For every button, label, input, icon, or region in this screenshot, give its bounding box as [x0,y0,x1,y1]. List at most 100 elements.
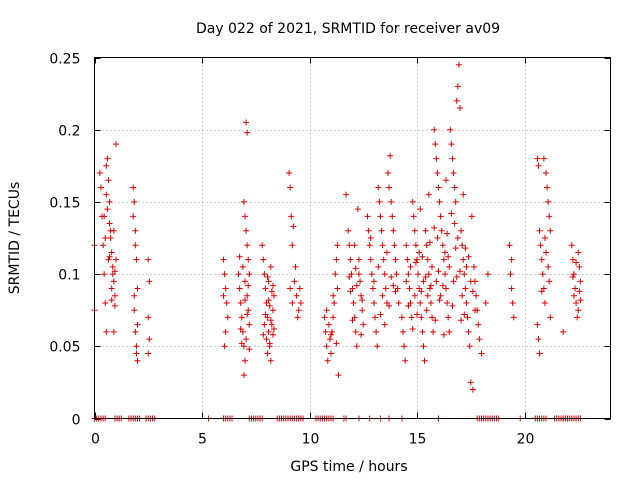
data-point [535,162,542,169]
data-point [246,321,253,328]
data-point [105,256,112,263]
data-point [358,292,365,299]
data-point [237,299,244,306]
data-point [452,245,459,252]
plot-frame [94,57,611,419]
data-point [432,141,439,148]
data-point [438,227,445,234]
data-point [242,278,248,285]
data-point [574,314,581,321]
data-point [380,256,387,263]
data-point [545,263,552,270]
data-point [134,357,141,364]
data-point [294,314,301,321]
data-point [575,249,582,256]
data-point [359,297,366,304]
data-point [364,213,371,220]
data-point [107,235,114,241]
data-point [538,256,545,263]
data-point [325,321,332,328]
data-point [411,292,418,299]
data-point [101,271,108,278]
data-point [458,227,465,234]
data-point [403,242,410,249]
data-point [465,253,472,260]
data-point [570,271,577,278]
data-point [395,299,402,306]
data-point [412,259,419,266]
data-point [102,235,109,241]
data-point [372,314,379,321]
x-tick-label: 10 [302,432,320,448]
data-point [289,242,296,249]
data-point [381,271,388,278]
data-point [568,242,575,249]
data-point [423,242,430,249]
data-point [398,314,405,321]
data-point [466,343,473,350]
data-point [432,317,439,324]
data-point [467,379,474,386]
data-point [460,256,467,263]
data-point [443,177,450,184]
data-point [470,263,477,270]
data-point [379,242,386,249]
data-point [242,213,248,220]
data-point [436,198,443,205]
data-point [240,372,247,379]
x-tick-label: 5 [198,432,207,448]
data-point [419,328,426,335]
data-point [347,256,354,263]
data-point [543,249,549,256]
data-point [345,227,352,234]
data-point [411,227,418,234]
y-tick-label: 0.2 [58,124,80,140]
data-point [104,155,111,162]
data-point [292,263,299,270]
data-point [106,253,113,260]
data-point [445,253,452,260]
data-point [388,198,395,205]
data-point [108,285,115,292]
data-point [464,314,471,321]
data-point [375,184,382,191]
data-point [332,271,339,278]
data-point [406,285,413,292]
data-point [434,235,441,241]
axis-tick-labels: 0 5 10 15 20 0 0.05 0.1 0.15 0.2 0.25 [49,52,534,448]
data-point [459,242,466,249]
data-point [244,242,251,249]
data-point [576,263,583,270]
data-point [334,242,341,249]
data-point [447,126,454,133]
data-point [360,321,367,328]
chart-title: Day 022 of 2021, SRMTID for receiver av0… [196,21,500,37]
data-point [261,321,268,328]
data-point [260,331,267,338]
data-point [426,285,433,292]
data-point [445,314,452,321]
data-point [441,249,448,256]
data-point [269,307,276,314]
data-point [540,155,547,162]
data-point [355,256,362,263]
data-point [133,256,140,263]
axis-ticks [94,57,611,420]
data-point [244,311,251,318]
data-point [262,311,269,318]
data-point [444,299,451,306]
data-point [132,227,139,234]
y-axis-label: SRMTID / TECUs [7,182,23,295]
data-point [453,97,460,104]
data-point [538,288,545,295]
data-point [330,314,337,321]
data-point [375,263,382,270]
data-point [462,245,469,252]
data-point [245,282,252,289]
data-point [266,302,273,309]
data-point [354,206,361,213]
data-point [238,314,245,321]
data-point [435,268,442,275]
data-point [236,285,243,292]
data-point [103,162,110,169]
